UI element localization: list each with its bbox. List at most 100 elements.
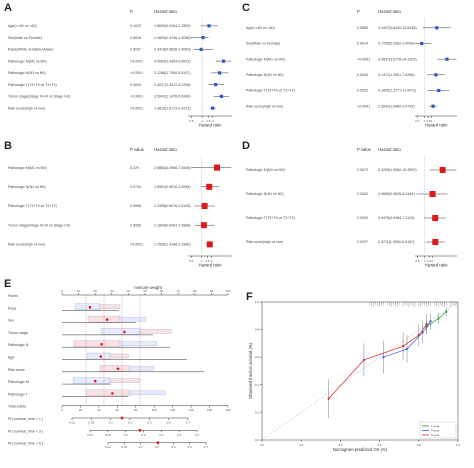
row-hazard-ratio: 3.1288(1.7958-5.5107) <box>154 71 191 75</box>
row-label: Pathologic N(N1 vs N0) <box>246 73 284 77</box>
row-label: Risk score(high vs low) <box>8 106 45 110</box>
forest-plot-d: D P value Hazard ratio Pathologic M(M1 vs M… <box>242 140 457 268</box>
x-tick-label: 1.5 <box>426 119 431 123</box>
row-p-value: 0.0865 <box>357 26 368 30</box>
row-p-value: <0.0001 <box>130 243 143 247</box>
distribution-box <box>129 390 166 396</box>
row-p-value: <0.0001 <box>130 95 143 99</box>
column-header-p: P <box>357 9 360 14</box>
nomogram-row-label: Sex <box>8 319 14 323</box>
probability-tick-label: 0.2 <box>155 445 160 449</box>
y-tick-label: 1.0 <box>255 300 260 304</box>
y-tick-label: 0.6 <box>255 355 260 359</box>
row-label: Sex(Male vs Female) <box>246 42 280 46</box>
row-hazard-ratio: 0.9418(0.5836-2.0640) <box>154 48 191 52</box>
distribution-box <box>72 377 111 384</box>
x-tick-label: 0.5 <box>189 119 194 123</box>
row-p-value: 0.229 <box>130 166 139 170</box>
x-axis-label: Nomogram-predicted OS (%) <box>333 447 388 452</box>
nomogram-row-label: Pr( survival_time < 3 ) <box>8 429 43 433</box>
legend-label: 3-year <box>431 429 440 433</box>
hr-point <box>206 241 213 248</box>
row-p-value: <0.0001 <box>130 59 143 63</box>
row-hazard-ratio: 1.0609(0.4746-1.5086) <box>154 36 191 40</box>
row-p-value: 0.0309 <box>357 216 368 220</box>
distribution-box <box>73 340 121 347</box>
panel-label: B <box>4 140 12 152</box>
ideal-line <box>261 301 459 441</box>
column-header-p: P value <box>130 147 145 152</box>
patient-marker <box>93 379 97 383</box>
hr-point <box>431 104 435 108</box>
row-p-value: 0.5956 <box>130 223 141 227</box>
y-tick-label: 0.4 <box>255 383 260 387</box>
points-tick-label: 40 <box>127 289 131 293</box>
row-hazard-ratio: 3.1471(1.2961-7.6396) <box>378 73 415 77</box>
distribution-box <box>129 366 155 371</box>
nomogram-row-label: Pathologic N <box>8 343 29 347</box>
hr-point <box>434 73 438 77</box>
hr-point <box>207 24 211 28</box>
series-point <box>425 322 428 326</box>
row-label: Pathologic T(T3+T4 vs T1+T2) <box>8 204 57 208</box>
probability-tick-label: 0.7 <box>195 433 200 437</box>
y-tick-label: 0.2 <box>255 410 260 414</box>
panel-label: E <box>4 278 11 290</box>
distribution-box <box>99 304 121 309</box>
row-p-value: 0.0003 <box>130 83 141 87</box>
nomogram-row-label: Pathologic M <box>8 380 29 384</box>
probability-tick-label: 0.01 <box>87 433 93 437</box>
row-label: Race(White vs Black+Asian) <box>8 48 53 52</box>
total-tick-label: 140 <box>189 408 194 412</box>
patient-marker <box>105 318 109 321</box>
x-axis-label: Hazard ratio <box>199 123 222 128</box>
distribution-box <box>85 389 131 397</box>
points-tick-label: 30 <box>110 289 114 293</box>
probability-tick-label: 0.3 <box>147 421 152 425</box>
column-header-hr: Hazard ratio <box>378 147 401 152</box>
row-p-value: 0.0044 <box>357 73 368 77</box>
nomogram-row-label: Total points <box>8 405 26 409</box>
row-hazard-ratio: 0.7766(0.2982-2.0008) <box>378 42 415 46</box>
row-label: Age(>=60 vs <60) <box>8 24 37 28</box>
row-p-value: <0.0001 <box>357 104 370 108</box>
row-hazard-ratio: 4.1605(1.3771-11.9072) <box>378 89 416 93</box>
total-tick-label: 100 <box>152 408 157 412</box>
nomogram-title: nomore weight <box>134 285 162 290</box>
probability-tick-label: 0.7 <box>186 421 191 425</box>
patient-marker <box>123 330 126 334</box>
panel-label: A <box>4 2 12 14</box>
nomogram-row-label: Tumor stage <box>8 331 28 335</box>
series-line <box>328 323 427 399</box>
row-p-value: 0.0297 <box>357 240 368 244</box>
row-label: Age(>=60 vs <60) <box>246 26 275 30</box>
points-tick-label: 50 <box>143 289 147 293</box>
x-tick-label: 0.5 <box>189 259 194 263</box>
row-hazard-ratio: 1.2408(0.6076-2.5128) <box>154 204 191 208</box>
x-tick-label: 1 <box>424 259 426 263</box>
hr-point <box>429 191 436 197</box>
x-tick-label: 1.0 <box>456 443 461 447</box>
x-tick-label: 1 <box>201 119 203 123</box>
row-label: Risk score(high vs low) <box>246 240 283 244</box>
row-hazard-ratio: 4.0084(2.4394-6.5872) <box>154 59 191 63</box>
row-label: Risk score(high vs low) <box>8 243 45 247</box>
hr-point <box>221 59 226 63</box>
x-tick-label: 2 <box>212 119 214 123</box>
distribution-box <box>99 365 131 372</box>
probability-tick-label: 0.01 <box>105 445 111 449</box>
hr-point <box>435 26 439 30</box>
row-p-value: <0.0001 <box>357 57 370 61</box>
x-tick-label: 1.5 <box>206 119 211 123</box>
x-axis-label: Hazard ratio <box>425 263 448 268</box>
points-tick-label: 90 <box>210 289 214 293</box>
distribution-box <box>139 329 172 334</box>
probability-tick-label: 0.5 <box>188 445 193 449</box>
row-hazard-ratio: 3.4497(0.8440-13.6436) <box>378 26 417 30</box>
points-tick-label: 60 <box>160 289 164 293</box>
x-tick-label: 1 <box>201 259 203 263</box>
x-tick-label: 2 <box>430 119 432 123</box>
hr-point <box>432 239 439 245</box>
row-hazard-ratio: 1.1804(0.6424-2.3888) <box>154 223 191 227</box>
